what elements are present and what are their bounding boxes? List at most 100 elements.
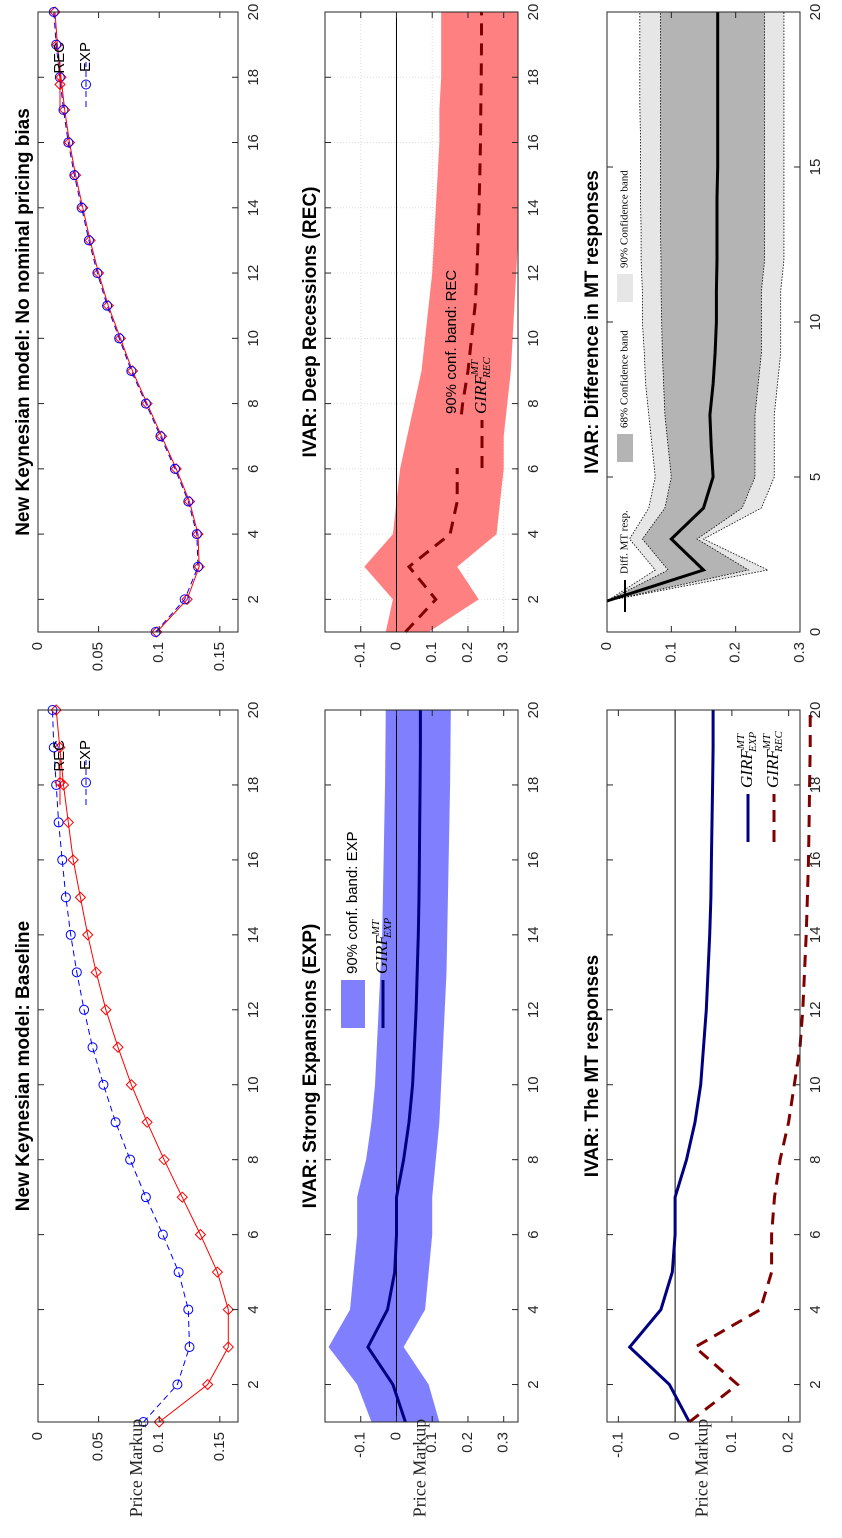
chart-title: IVAR: Difference in MT responses bbox=[582, 170, 603, 474]
chart-ivar-exp: 2 4 6 8 10 12 14 16 18 20 -0.1 0 0.1 0.2 0.3 IVAR: Stro… bbox=[300, 702, 542, 1518]
legend-marker bbox=[54, 776, 66, 789]
data-point bbox=[90, 966, 102, 979]
legend-sup: MT bbox=[735, 733, 747, 750]
y-tick-label: 0.2 bbox=[780, 1432, 797, 1453]
y-tick-label: 0.1 bbox=[150, 642, 167, 663]
x-tick-label: 2 bbox=[525, 1380, 542, 1388]
legend-swatch bbox=[341, 980, 365, 1028]
x-tick-label: 2 bbox=[245, 595, 262, 603]
data-point bbox=[125, 1154, 136, 1165]
plot-area bbox=[38, 12, 238, 632]
data-point bbox=[112, 1041, 124, 1053]
data-point bbox=[62, 816, 75, 829]
series-line bbox=[366, 710, 422, 1423]
data-point bbox=[114, 332, 127, 345]
data-point bbox=[172, 1379, 183, 1390]
y-tick-label: -0.1 bbox=[352, 642, 369, 668]
x-tick-label: 4 bbox=[245, 1305, 262, 1313]
data-point bbox=[191, 529, 202, 540]
legend: REC EXP bbox=[51, 42, 94, 107]
x-tick-label: 18 bbox=[525, 69, 542, 86]
chart-ivar-rec: 2 4 6 8 10 12 14 16 18 20 -0.1 0 0.1 0.2 0.3 IVAR: Deep… bbox=[300, 4, 542, 668]
x-tick-label: 15 bbox=[807, 159, 824, 176]
y-tick-label: 0.1 bbox=[423, 642, 440, 663]
data-point bbox=[155, 431, 166, 442]
y-tick-label: 0.1 bbox=[662, 642, 679, 663]
legend-sub: REC bbox=[481, 357, 493, 379]
data-point bbox=[87, 1042, 98, 1053]
x-tick-label: 0 bbox=[807, 628, 824, 636]
x-tick-label: 6 bbox=[245, 1230, 262, 1238]
data-point bbox=[57, 779, 70, 791]
x-tick-label: 18 bbox=[525, 777, 542, 794]
x-tick-label: 18 bbox=[245, 777, 262, 794]
y-axis-label: Price Markup bbox=[692, 1419, 712, 1517]
data-point bbox=[170, 463, 182, 475]
x-tick-label: 10 bbox=[525, 330, 542, 347]
data-point bbox=[57, 854, 68, 865]
y-axis-label: Price Markup bbox=[410, 1419, 430, 1517]
x-tick-label: 16 bbox=[525, 852, 542, 869]
x-tick-label: 12 bbox=[245, 1001, 262, 1018]
y-tick-label: 0.2 bbox=[459, 642, 476, 663]
data-point bbox=[155, 430, 168, 442]
legend-sup: MT bbox=[370, 919, 382, 936]
x-tick-label: 2 bbox=[245, 1380, 262, 1388]
data-point bbox=[194, 1228, 207, 1241]
series-line bbox=[54, 11, 200, 633]
y-tick-label: -0.1 bbox=[352, 1432, 369, 1458]
legend-label: GIRFMTEXP bbox=[735, 732, 759, 788]
x-tick-label: 20 bbox=[525, 702, 542, 719]
legend-swatch bbox=[617, 434, 633, 462]
x-tick-label: 12 bbox=[807, 1001, 824, 1018]
series-line bbox=[53, 11, 199, 633]
legend: REC EXP bbox=[51, 740, 94, 805]
data-point bbox=[53, 817, 64, 828]
y-tick-label: 0 bbox=[387, 642, 404, 650]
x-tick-label: 16 bbox=[245, 134, 262, 151]
data-point bbox=[222, 1341, 235, 1353]
data-point bbox=[63, 136, 76, 149]
data-point bbox=[58, 104, 69, 115]
x-tick-label: 16 bbox=[525, 134, 542, 151]
legend-girf: GIRF bbox=[737, 749, 756, 788]
data-point bbox=[201, 1378, 214, 1391]
data-point bbox=[141, 1116, 153, 1128]
x-tick-label: 20 bbox=[525, 4, 542, 21]
legend-marker bbox=[81, 777, 91, 788]
chart-nk-baseline: 2 4 6 8 10 12 14 16 18 20 0 0.05 0.1 0.15 New Keynesia… bbox=[13, 702, 262, 1518]
data-point bbox=[110, 1117, 121, 1128]
plot-area bbox=[38, 710, 238, 1422]
legend-label: Diff. MT resp. bbox=[619, 510, 631, 574]
data-point bbox=[92, 268, 103, 279]
x-tick-label: 8 bbox=[525, 399, 542, 407]
legend-label: 90% Confidence band bbox=[619, 170, 631, 268]
series-line bbox=[52, 709, 191, 1423]
chart-title: IVAR: Strong Expansions (EXP) bbox=[300, 924, 321, 1209]
legend-swatch bbox=[440, 420, 464, 468]
plot-frame bbox=[37, 709, 239, 1423]
x-tick-label: 8 bbox=[245, 399, 262, 407]
y-tick-label: 0 bbox=[666, 1432, 683, 1440]
y-tick-label: 0.05 bbox=[90, 1432, 107, 1461]
data-point bbox=[125, 1079, 138, 1091]
legend-label: GIRFMTREC bbox=[761, 731, 785, 788]
data-point bbox=[71, 967, 82, 978]
data-point bbox=[183, 1304, 194, 1315]
data-point bbox=[63, 137, 74, 148]
series-line bbox=[404, 12, 483, 634]
plot-frame bbox=[324, 709, 519, 1423]
x-tick-label: 10 bbox=[525, 1076, 542, 1093]
chart-ivar-mt: 2 4 6 8 10 12 14 16 18 20 -0.1 0 0.1 0.2 IVAR: The MT … bbox=[582, 702, 824, 1518]
chart-title: New Keynesian model: Baseline bbox=[13, 921, 34, 1211]
x-tick-label: 18 bbox=[807, 777, 824, 794]
x-tick-label: 8 bbox=[807, 1156, 824, 1164]
legend-marker bbox=[54, 78, 66, 91]
x-tick-label: 2 bbox=[525, 595, 542, 603]
data-point bbox=[158, 1153, 170, 1166]
x-tick-label: 10 bbox=[245, 330, 262, 347]
y-tick-label: 0.2 bbox=[727, 642, 744, 663]
y-tick-label: 0.3 bbox=[495, 642, 512, 663]
y-tick-label: -0.1 bbox=[609, 1432, 626, 1458]
